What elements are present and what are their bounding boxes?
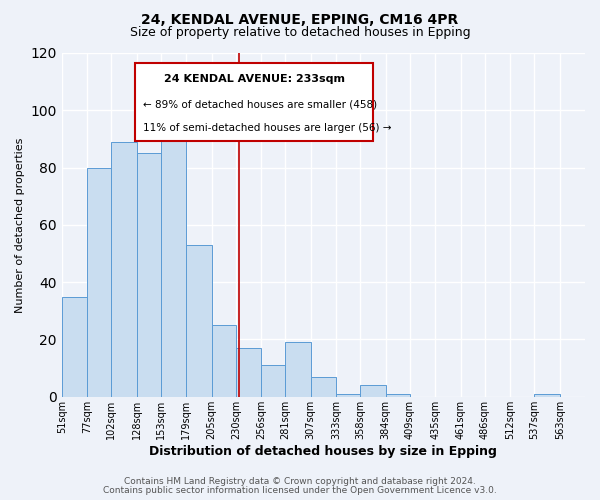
Y-axis label: Number of detached properties: Number of detached properties (15, 137, 25, 312)
Text: 24 KENDAL AVENUE: 233sqm: 24 KENDAL AVENUE: 233sqm (164, 74, 344, 84)
Bar (212, 325, 236, 397)
Text: 11% of semi-detached houses are larger (56) →: 11% of semi-detached houses are larger (… (143, 124, 391, 134)
Bar (261, 366, 286, 397)
FancyBboxPatch shape (135, 64, 373, 140)
Text: Size of property relative to detached houses in Epping: Size of property relative to detached ho… (130, 26, 470, 39)
Bar (361, 386, 386, 397)
Bar (336, 394, 361, 397)
Bar (286, 342, 311, 397)
X-axis label: Distribution of detached houses by size in Epping: Distribution of detached houses by size … (149, 444, 497, 458)
Bar (137, 154, 161, 397)
Text: ← 89% of detached houses are smaller (458): ← 89% of detached houses are smaller (45… (143, 100, 377, 110)
Bar (236, 348, 261, 397)
Bar (186, 245, 212, 397)
Bar (161, 136, 186, 397)
Bar (386, 394, 410, 397)
Text: Contains HM Land Registry data © Crown copyright and database right 2024.: Contains HM Land Registry data © Crown c… (124, 477, 476, 486)
Bar (535, 394, 560, 397)
Bar (311, 376, 336, 397)
Text: 24, KENDAL AVENUE, EPPING, CM16 4PR: 24, KENDAL AVENUE, EPPING, CM16 4PR (142, 12, 458, 26)
Bar (62, 296, 87, 397)
Text: Contains public sector information licensed under the Open Government Licence v3: Contains public sector information licen… (103, 486, 497, 495)
Bar (87, 168, 112, 397)
Bar (112, 142, 137, 397)
